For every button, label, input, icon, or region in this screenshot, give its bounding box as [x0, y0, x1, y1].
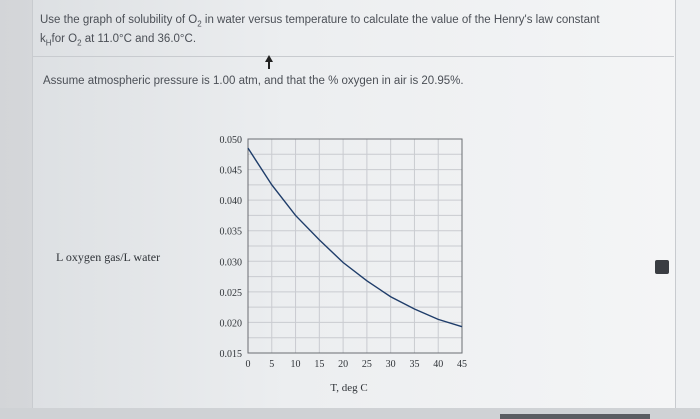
bottom-button[interactable] — [500, 414, 650, 419]
y-tick-label: 0.020 — [220, 318, 243, 329]
y-tick-label: 0.030 — [220, 257, 243, 268]
x-axis-label: T, deg C — [330, 382, 367, 394]
y-tick-label: 0.045 — [220, 166, 243, 177]
question-text: Use the graph of solubility of O2 in wat… — [40, 11, 640, 49]
question-card — [32, 0, 676, 408]
x-tick-label: 15 — [314, 359, 324, 370]
bottom-bar — [0, 408, 700, 419]
solubility-chart: L oxygen gas/L water T, deg C 0.050 0.045… — [56, 135, 468, 394]
y-tick-label: 0.025 — [220, 288, 243, 299]
y-tick-label: 0.035 — [220, 227, 243, 238]
question-line-2-text-end: at 11.0°C and 36.0°C. — [81, 33, 197, 45]
scroll-handle[interactable] — [655, 260, 669, 274]
x-tick-labels: 0 5 10 15 20 25 30 35 40 45 — [246, 359, 468, 370]
y-tick-labels: 0.050 0.045 0.040 0.035 0.030 0.025 0.020 0.015 — [220, 135, 243, 360]
x-tick-label: 20 — [338, 359, 348, 370]
y-tick-label: 0.050 — [220, 135, 243, 146]
x-tick-label: 5 — [269, 359, 274, 370]
x-tick-label: 30 — [386, 359, 396, 370]
x-tick-label: 10 — [291, 359, 301, 370]
chart-grid — [247, 138, 463, 354]
x-tick-label: 25 — [362, 359, 372, 370]
plot-frame — [247, 138, 463, 354]
question-line-1-text-end: in water versus temperature to calculate… — [201, 14, 600, 26]
solubility-curve — [247, 147, 463, 328]
y-tick-label: 0.015 — [220, 349, 243, 360]
question-line-2-text: for O — [51, 33, 78, 45]
y-axis-label: L oxygen gas/L water — [56, 250, 160, 264]
henry-constant-subscript: H — [45, 38, 52, 48]
assumption-text: Assume atmospheric pressure is 1.00 atm,… — [43, 75, 464, 87]
question-line-1: Use the graph of solubility of O2 in wat… — [40, 11, 640, 30]
question-line-2: kHfor O2 at 11.0°C and 36.0°C. — [40, 30, 640, 49]
divider — [32, 56, 674, 57]
question-line-1-subscript: 2 — [197, 19, 202, 29]
henry-constant-symbol: k — [40, 33, 46, 45]
mouse-cursor-icon — [265, 55, 273, 69]
question-line-1-text: Use the graph of solubility of O — [40, 14, 198, 26]
question-line-2-subscript: 2 — [77, 38, 82, 48]
x-tick-label: 40 — [433, 359, 443, 370]
x-tick-label: 0 — [246, 359, 251, 370]
x-tick-label: 45 — [457, 359, 467, 370]
x-tick-label: 35 — [409, 359, 419, 370]
y-tick-label: 0.040 — [220, 196, 243, 207]
